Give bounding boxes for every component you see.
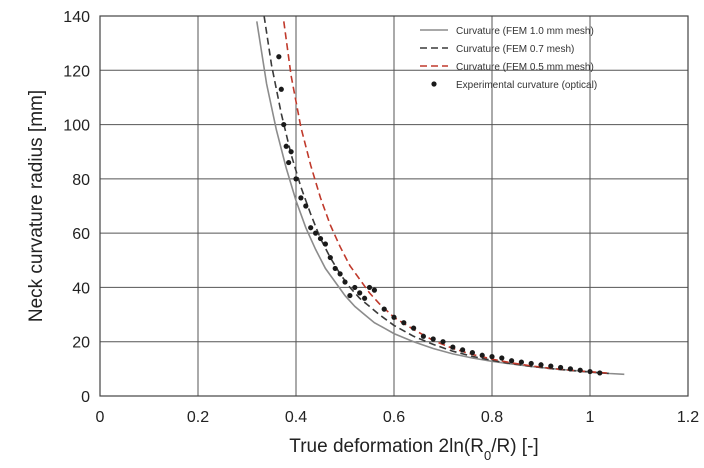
data-point [313,230,319,236]
y-tick-label: 80 [72,172,90,189]
y-tick-label: 140 [63,9,90,26]
plot-frame [99,15,689,397]
data-point [479,352,485,358]
data-point [327,254,333,261]
data-point [401,320,407,326]
series-layer [256,16,625,376]
y-tick-label: 0 [81,389,90,406]
data-point [366,284,373,291]
x-tick-label: 0 [96,409,105,426]
data-point [430,336,436,342]
x-tick-label: 0.4 [285,409,307,426]
data-point [332,265,338,272]
series-line [256,21,625,376]
data-point [281,121,287,128]
data-point [558,364,564,371]
data-point [420,333,426,339]
data-point [460,347,466,353]
data-point [411,325,417,331]
data-point [347,292,353,299]
data-point [278,86,284,92]
data-point [317,235,324,242]
series-1 [256,21,625,376]
legend-label: Curvature (FEM 0.5 mm mesh) [456,62,594,73]
data-point [567,366,574,372]
x-tick-label: 1.2 [677,409,699,426]
data-point [298,195,304,201]
data-point [371,287,377,293]
data-point [288,149,294,155]
data-point [548,363,554,369]
data-point [286,159,292,166]
data-point [509,358,515,364]
legend-item: Experimental curvature (optical) [431,80,597,91]
x-tick-label: 0.6 [383,409,405,426]
grid [99,15,689,397]
data-point [322,241,328,247]
data-point [538,362,544,368]
data-point [362,295,368,301]
data-point [499,355,505,361]
y-tick-label: 120 [63,63,90,80]
data-point [577,367,583,373]
legend-marker [431,81,437,87]
legend-item: Curvature (FEM 1.0 mm mesh) [420,26,594,37]
tick-labels: 0 0.2 0.4 0.6 0.8 1 1.2 0 20 40 60 80 100 120 140 [63,9,699,426]
series-2 [263,16,610,375]
data-point [342,279,348,285]
data-point [518,359,525,365]
x-axis-title: True deformation 2ln(R0/R) [-] [289,436,538,463]
x-tick-label: 1 [586,409,595,426]
legend-item: Curvature (FEM 0.7 mesh) [420,44,574,55]
y-axis-title: Neck curvature radius [mm] [26,90,47,322]
y-tick-label: 40 [72,280,90,297]
legend: Curvature (FEM 1.0 mm mesh) Curvature (FE… [420,26,597,91]
data-point [293,176,299,182]
data-point [352,284,358,291]
data-point [489,354,495,360]
data-point [381,306,387,312]
legend-label: Curvature (FEM 0.7 mesh) [456,44,574,55]
data-point [303,203,309,209]
data-point [440,339,446,345]
series-line [263,16,610,375]
series-4 [276,54,603,376]
data-point [308,225,314,231]
data-point [469,349,475,356]
legend-label: Experimental curvature (optical) [456,80,597,91]
data-point [587,368,593,375]
legend-item: Curvature (FEM 0.5 mm mesh) [420,62,594,73]
data-point [357,290,363,296]
data-point [337,271,343,277]
x-tick-label: 0.2 [187,409,209,426]
legend-label: Curvature (FEM 1.0 mm mesh) [456,26,594,37]
data-point [528,360,534,367]
y-tick-label: 20 [72,335,90,352]
y-tick-label: 100 [63,118,90,135]
data-point [450,344,456,350]
data-point [391,314,397,320]
y-tick-label: 60 [72,226,90,243]
data-point [276,54,282,60]
data-point [283,143,289,149]
x-tick-label: 0.8 [481,409,503,426]
data-point [597,370,603,376]
